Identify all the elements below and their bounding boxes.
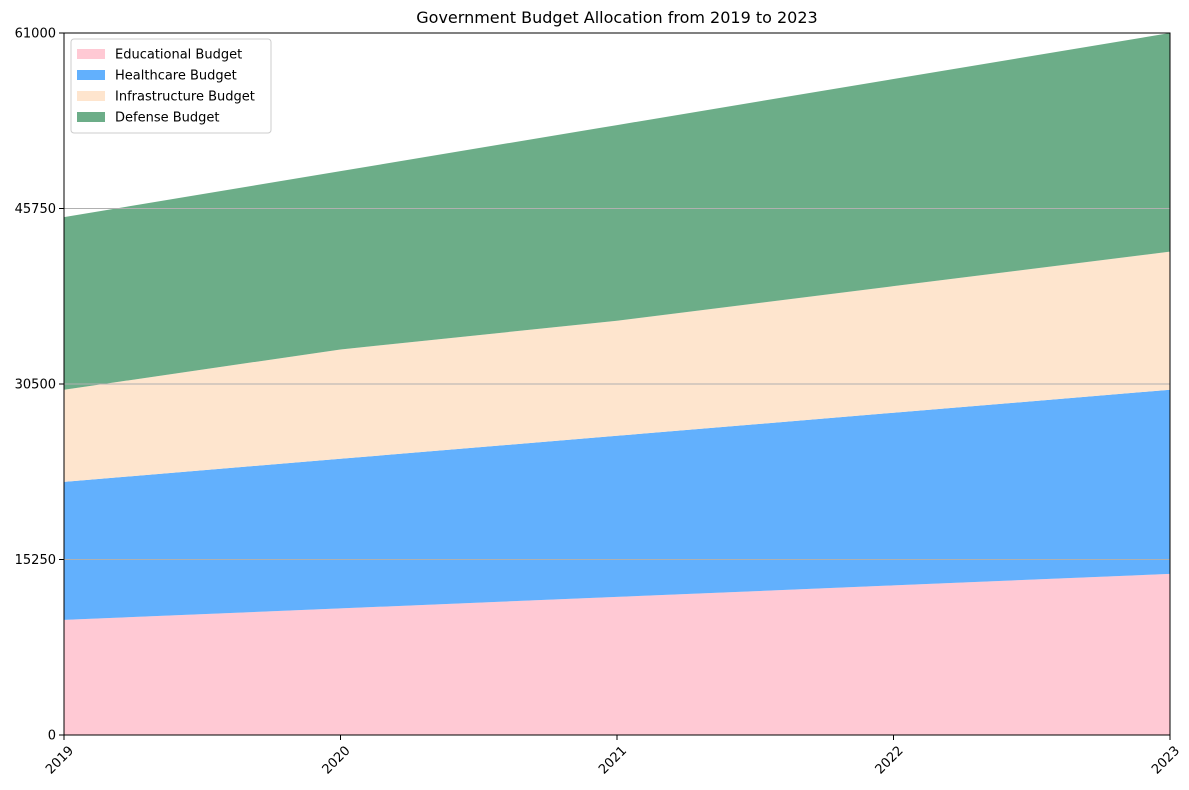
- area-defense-budget: [64, 33, 1170, 390]
- grid-layer: [64, 208, 1170, 560]
- legend-swatch-healthcare-budget: [77, 70, 105, 80]
- legend-label-educational-budget: Educational Budget: [115, 48, 242, 63]
- y-tick-label: 45750: [15, 202, 56, 217]
- area-infrastructure-budget: [64, 251, 1170, 482]
- x-tick-label: 2020: [320, 743, 354, 777]
- legend-label-defense-budget: Defense Budget: [115, 111, 219, 126]
- x-tick-label: 2021: [596, 743, 630, 777]
- chart-title: Government Budget Allocation from 2019 t…: [416, 8, 817, 27]
- y-tick-label: 61000: [15, 27, 56, 42]
- legend-swatch-infrastructure-budget: [77, 91, 105, 101]
- x-axis: 2019 2020 2021 2022 2023: [43, 735, 1183, 777]
- legend: Educational Budget Healthcare Budget Infra…: [70, 38, 272, 134]
- y-tick-label: 30500: [15, 378, 56, 393]
- y-axis: 0 15250 30500 45750 61000: [15, 27, 64, 744]
- x-tick-label: 2022: [873, 743, 907, 777]
- y-tick-label: 0: [48, 729, 56, 744]
- area-educational-budget: [64, 573, 1170, 735]
- areas-layer: [64, 33, 1170, 735]
- legend-box: [70, 38, 272, 134]
- y-tick-label: 15250: [15, 553, 56, 568]
- x-tick-label: 2023: [1149, 743, 1183, 777]
- legend-swatch-defense-budget: [77, 112, 105, 122]
- area-healthcare-budget: [64, 389, 1170, 620]
- x-tick-label: 2019: [43, 743, 77, 777]
- legend-label-infrastructure-budget: Infrastructure Budget: [115, 90, 255, 105]
- legend-swatch-educational-budget: [77, 49, 105, 59]
- legend-label-healthcare-budget: Healthcare Budget: [115, 69, 237, 84]
